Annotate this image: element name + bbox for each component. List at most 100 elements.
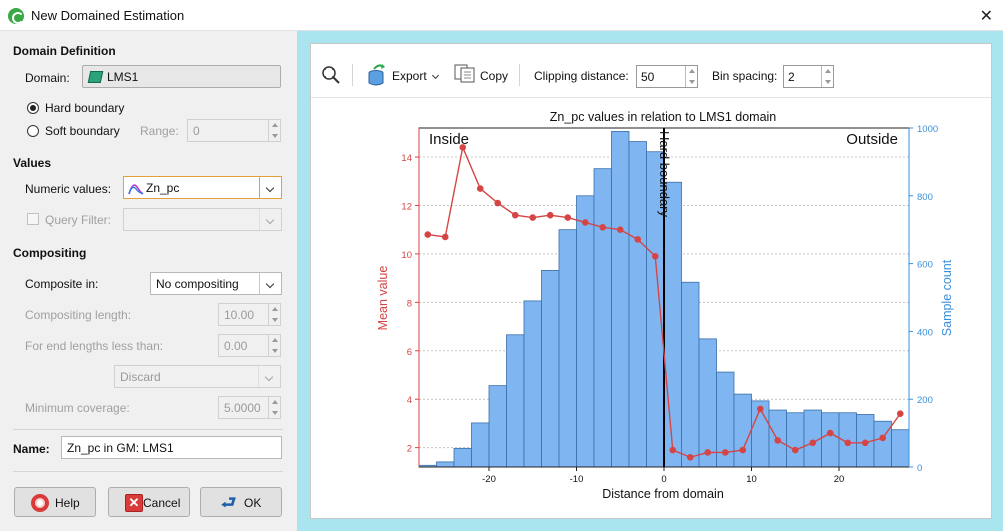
histogram-bar — [873, 420, 892, 468]
compositing-length-stepper[interactable] — [268, 304, 280, 325]
composite-in-label: Composite in: — [25, 277, 99, 291]
mean-value-point — [686, 454, 694, 461]
zoom-fit-icon[interactable] — [320, 64, 342, 86]
chart-title: Zn_pc values in relation to LMS1 domain — [550, 110, 777, 124]
y2-axis-label: Sample count — [940, 259, 954, 336]
mean-value-point — [826, 429, 834, 437]
soft-boundary-radio[interactable] — [27, 125, 39, 137]
histogram-bar — [558, 229, 577, 468]
minimum-coverage-stepper[interactable] — [268, 397, 280, 418]
inside-annotation: Inside — [429, 131, 469, 148]
chevron-down-icon[interactable] — [258, 366, 280, 387]
x-axis-label: Distance from domain — [602, 487, 724, 501]
close-icon[interactable]: ✕ — [979, 8, 993, 25]
title-bar: New Domained Estimation ✕ — [0, 0, 1003, 31]
divider — [13, 429, 283, 430]
chart-panel: Export Copy Clipping distance: 50 Bin sp… — [297, 31, 1003, 531]
mean-value-point — [791, 446, 799, 454]
mean-value-point — [616, 226, 624, 233]
mean-value-point — [844, 439, 852, 447]
composite-in-select[interactable]: No compositing — [150, 272, 282, 295]
mean-value-point — [651, 253, 659, 260]
name-input[interactable]: Zn_pc in GM: LMS1 — [61, 436, 282, 459]
chevron-down-icon[interactable] — [259, 209, 281, 230]
mean-value-point — [529, 214, 537, 221]
help-button[interactable]: Help — [14, 487, 96, 517]
histogram-bar — [786, 412, 805, 468]
histogram-bar — [663, 181, 682, 468]
mean-value-point — [721, 449, 729, 456]
hard-boundary-label: Hard boundary — [45, 101, 125, 115]
chevron-down-icon[interactable] — [259, 177, 281, 198]
enter-arrow-icon: ⮐ — [221, 493, 237, 512]
export-icon[interactable] — [367, 63, 387, 87]
histogram-bar — [821, 412, 840, 468]
y2-tick-label: 400 — [917, 327, 933, 338]
range-stepper[interactable] — [268, 120, 280, 141]
bin-spacing-stepper[interactable] — [821, 66, 833, 87]
histogram-bar — [681, 281, 700, 468]
domain-solid-icon — [87, 71, 104, 83]
query-filter-select[interactable] — [123, 208, 282, 231]
divider — [13, 471, 283, 472]
compositing-length-input[interactable]: 10.00 — [218, 303, 281, 326]
mean-value-point — [756, 405, 764, 413]
bin-spacing-input[interactable]: 2 — [783, 65, 834, 88]
help-button-label: Help — [55, 496, 80, 510]
y2-tick-label: 800 — [917, 192, 933, 203]
mean-value-point — [564, 214, 572, 221]
mean-value-point — [879, 434, 887, 442]
ok-button[interactable]: ⮐ OK — [200, 487, 282, 517]
cancel-button[interactable]: ✕ Cancel — [108, 487, 190, 517]
end-lengths-value: 0.00 — [224, 339, 248, 353]
domain-selector[interactable]: LMS1 — [82, 65, 281, 88]
end-lengths-input[interactable]: 0.00 — [218, 334, 281, 357]
cancel-icon: ✕ — [125, 494, 143, 512]
mean-value-point — [704, 449, 712, 456]
numeric-values-select[interactable]: Zn_pc — [123, 176, 282, 199]
copy-icon[interactable] — [454, 64, 476, 84]
export-label: Export — [392, 69, 427, 83]
lifebuoy-icon — [31, 494, 49, 512]
discard-select[interactable]: Discard — [114, 365, 281, 388]
query-filter-checkbox[interactable] — [27, 213, 39, 225]
export-button[interactable]: Export — [392, 69, 440, 83]
toolbar-divider — [311, 97, 991, 98]
cancel-button-label: Cancel — [143, 496, 181, 510]
histogram-bar — [628, 141, 647, 468]
settings-panel: Domain Definition Domain: LMS1 Hard boun… — [0, 31, 296, 531]
domain-definition-heading: Domain Definition — [13, 44, 116, 58]
compositing-length-value: 10.00 — [224, 308, 255, 322]
outside-annotation: Outside — [846, 131, 898, 148]
clipping-distance-stepper[interactable] — [685, 66, 697, 87]
domain-contact-chart: Zn_pc values in relation to LMS1 domain … — [376, 110, 954, 501]
clipping-distance-input[interactable]: 50 — [636, 65, 698, 88]
end-lengths-stepper[interactable] — [268, 335, 280, 356]
histogram-bar — [436, 461, 455, 468]
compositing-heading: Compositing — [13, 246, 87, 260]
histogram-bar — [488, 385, 507, 468]
clipping-distance-label: Clipping distance: — [534, 69, 629, 83]
copy-button[interactable]: Copy — [480, 69, 509, 83]
mean-value-point — [424, 231, 432, 238]
discard-value: Discard — [120, 370, 161, 384]
y-tick-label: 4 — [407, 395, 412, 406]
range-input[interactable]: 0 — [187, 119, 281, 142]
window-title: New Domained Estimation — [31, 8, 185, 23]
mean-value-point — [739, 446, 747, 454]
name-value: Zn_pc in GM: LMS1 — [67, 441, 174, 455]
x-tick-label: -20 — [482, 474, 496, 485]
mean-value-point — [599, 223, 607, 231]
query-filter-label: Query Filter: — [45, 213, 112, 227]
ok-button-label: OK — [244, 496, 262, 510]
minimum-coverage-input[interactable]: 5.0000 — [218, 396, 281, 419]
hard-boundary-radio[interactable] — [27, 102, 39, 114]
y2-tick-label: 200 — [917, 395, 933, 406]
minimum-coverage-value: 5.0000 — [224, 401, 261, 415]
toolbar-separator — [519, 64, 520, 86]
app-logo-icon — [8, 8, 24, 24]
histogram-bar — [506, 334, 525, 468]
chevron-down-icon[interactable] — [259, 273, 281, 294]
histogram-bar — [523, 300, 542, 468]
histogram-bar — [698, 338, 717, 468]
